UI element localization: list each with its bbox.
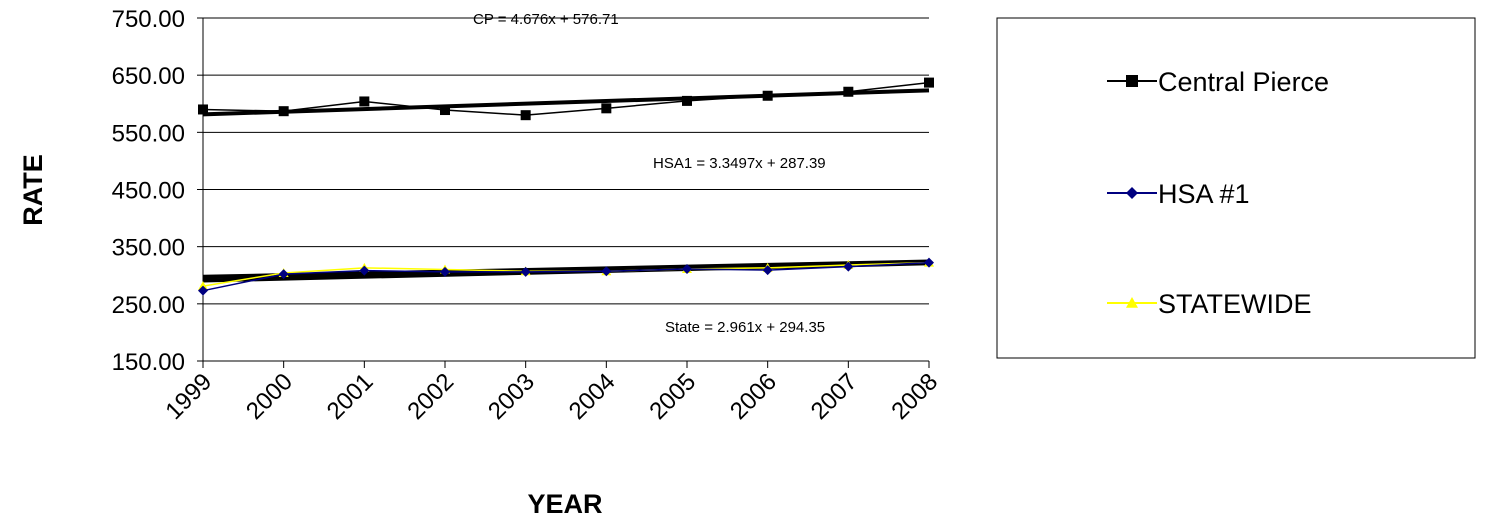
x-tick-label: 2004 (564, 368, 621, 425)
legend-entry: HSA #1 (1107, 179, 1250, 209)
data-point (359, 265, 370, 276)
data-point (843, 261, 854, 272)
data-point (924, 77, 934, 88)
series-lines (198, 77, 934, 296)
data-point (682, 95, 692, 106)
data-point (278, 269, 289, 280)
series-central-pierce (198, 77, 934, 121)
data-point (198, 104, 208, 115)
legend-label: Central Pierce (1158, 67, 1329, 97)
trendline-equation-hsa1: HSA1 = 3.3497x + 287.39 (653, 155, 826, 172)
series-line (202, 261, 930, 292)
data-point (924, 257, 934, 268)
data-point (762, 90, 773, 101)
data-point (278, 106, 289, 117)
trendline (202, 259, 930, 279)
axes (197, 17, 930, 368)
data-point (1126, 75, 1138, 87)
x-tick-label: 1999 (160, 368, 217, 425)
gridlines (203, 17, 929, 305)
trendline-equation-state: State = 2.961x + 294.35 (665, 319, 825, 336)
x-axis-title: YEAR (527, 489, 602, 519)
x-tick-label: 2005 (644, 368, 701, 425)
y-axis-title: RATE (18, 154, 48, 226)
trendlines (202, 88, 930, 283)
x-tick-label: 2000 (241, 368, 298, 425)
data-point (843, 86, 854, 97)
data-point (762, 265, 773, 276)
data-point (1126, 297, 1138, 308)
y-tick-label: 650.00 (112, 63, 185, 90)
data-point (198, 285, 208, 296)
y-tick-label: 350.00 (112, 235, 185, 262)
y-tick-label: 550.00 (112, 120, 185, 147)
x-tick-labels: 1999 2000 2001 2002 2003 2004 2005 2006 2007 2008 (160, 368, 943, 425)
data-point (440, 105, 450, 116)
data-point (198, 281, 208, 291)
data-point (601, 103, 612, 114)
legend-label: HSA #1 (1158, 179, 1250, 209)
legend: Central Pierce HSA #1 STATEWIDE (996, 17, 1476, 359)
data-point (520, 266, 531, 277)
data-point (682, 263, 692, 274)
legend-label: STATEWIDE (1158, 289, 1312, 319)
data-point (1126, 187, 1138, 199)
legend-entry: STATEWIDE (1107, 289, 1312, 319)
x-tick-label: 2008 (886, 368, 943, 425)
data-point (440, 266, 450, 277)
y-tick-label: 450.00 (112, 178, 185, 205)
legend-entries: Central Pierce HSA #1 STATEWIDE (1107, 67, 1329, 319)
x-tick-label: 2006 (725, 368, 782, 425)
x-tick-label: 2002 (402, 368, 459, 425)
data-point (601, 266, 612, 277)
x-tick-label: 2003 (483, 368, 540, 425)
y-tick-label: 150.00 (112, 349, 185, 376)
x-tick-label: 2001 (322, 368, 379, 425)
trendline-equation-cp: CP = 4.676x + 576.71 (473, 11, 619, 28)
data-point (359, 96, 370, 107)
data-point (520, 110, 531, 121)
y-tick-label: 750.00 (112, 6, 185, 33)
series-hsa-1 (198, 257, 934, 296)
legend-box (996, 17, 1476, 359)
x-tick-label: 2007 (806, 368, 863, 425)
trendline (202, 88, 930, 117)
y-tick-labels: 750.00 650.00 550.00 450.00 350.00 250.00 150.… (112, 6, 185, 376)
series-line (202, 81, 930, 116)
legend-entry: Central Pierce (1107, 67, 1329, 97)
y-tick-label: 250.00 (112, 292, 185, 319)
